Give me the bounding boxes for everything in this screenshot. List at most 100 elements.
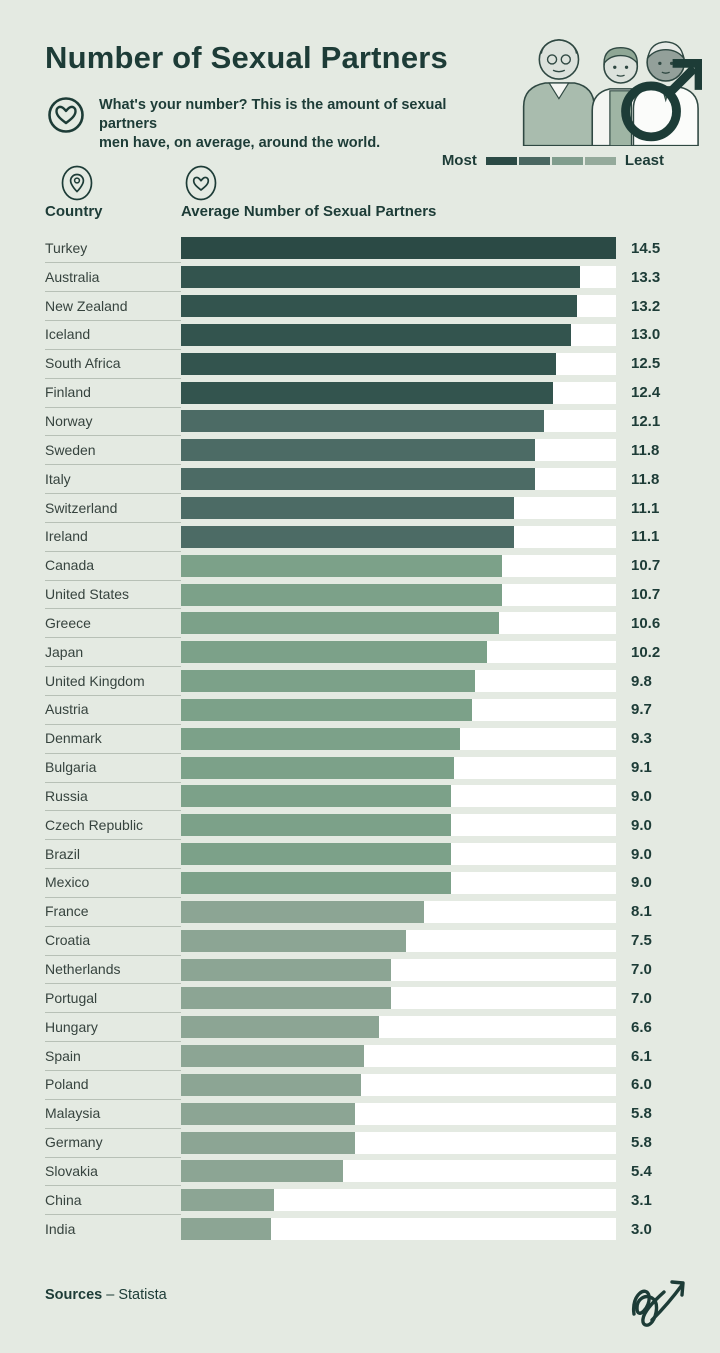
table-row: Austria 9.7 — [45, 696, 675, 725]
value-label: 9.0 — [631, 787, 652, 805]
bar-track — [181, 237, 616, 260]
value-label: 14.5 — [631, 239, 661, 257]
value-bar — [181, 987, 392, 1010]
value-label: 9.0 — [631, 874, 652, 892]
country-label: Poland — [45, 1070, 181, 1100]
value-bar — [181, 583, 502, 606]
table-row: Poland 6.0 — [45, 1070, 675, 1100]
value-bar — [181, 295, 577, 318]
bar-track — [181, 1045, 616, 1068]
legend-swatch — [485, 156, 517, 165]
value-label: 6.1 — [631, 1047, 652, 1065]
country-label: Austria — [45, 695, 181, 725]
country-label: Netherlands — [45, 955, 181, 985]
country-label: Slovakia — [45, 1157, 181, 1187]
country-label: Australia — [45, 262, 181, 293]
value-label: 11.1 — [631, 499, 660, 517]
value-label: 9.0 — [631, 845, 652, 863]
value-bar — [181, 900, 424, 923]
bar-track — [181, 698, 616, 721]
country-label: Turkey — [45, 234, 181, 264]
bar-track — [181, 1016, 616, 1039]
value-bar — [181, 670, 476, 693]
value-bar — [181, 1218, 271, 1241]
heart-icon — [185, 165, 217, 201]
table-row: Mexico 9.0 — [45, 869, 675, 898]
value-label: 7.5 — [631, 932, 652, 950]
three-men-illustration — [506, 18, 704, 147]
value-bar — [181, 727, 460, 750]
country-label: Norway — [45, 407, 181, 437]
table-row: United Kingdom 9.8 — [45, 667, 675, 696]
value-bar — [181, 814, 451, 837]
value-bar — [181, 1045, 364, 1068]
country-label: France — [45, 897, 181, 927]
legend-most-label: Most — [441, 152, 477, 169]
table-row: Netherlands 7.0 — [45, 955, 675, 985]
bar-track — [181, 352, 616, 375]
table-row: Turkey 14.5 — [45, 234, 675, 264]
legend-swatches — [485, 156, 616, 165]
value-label: 10.6 — [631, 614, 661, 632]
country-label: Ireland — [45, 522, 181, 552]
value-bar — [181, 525, 514, 548]
value-label: 5.8 — [631, 1134, 652, 1152]
bar-track — [181, 929, 616, 952]
table-row: India 3.0 — [45, 1215, 675, 1244]
bar-track — [181, 381, 616, 404]
value-bar — [181, 929, 406, 952]
value-label: 11.1 — [631, 528, 660, 546]
bar-track — [181, 670, 616, 693]
map-pin-icon — [61, 165, 93, 201]
table-row: Italy 11.8 — [45, 464, 675, 495]
value-label: 10.7 — [631, 557, 661, 575]
table-row: New Zealand 13.2 — [45, 292, 675, 322]
table-row: Switzerland 11.1 — [45, 494, 675, 523]
value-bar — [181, 698, 472, 721]
country-label: Iceland — [45, 320, 181, 350]
bar-track — [181, 612, 616, 635]
value-bar — [181, 871, 451, 894]
table-row: Denmark 9.3 — [45, 724, 675, 754]
value-label: 3.1 — [631, 1191, 652, 1209]
subtitle-line-1: What's your number? This is the amount o… — [99, 97, 447, 132]
bar-track — [181, 814, 616, 837]
country-label: China — [45, 1185, 181, 1216]
value-bar — [181, 410, 544, 433]
country-label: Japan — [45, 637, 181, 668]
value-bar — [181, 612, 499, 635]
table-row: Czech Republic 9.0 — [45, 810, 675, 841]
value-label: 13.3 — [631, 268, 661, 286]
country-label: Germany — [45, 1128, 181, 1158]
subtitle-text: What's your number? This is the amount o… — [99, 96, 499, 153]
value-label: 10.2 — [631, 643, 661, 661]
country-label: Portugal — [45, 983, 181, 1014]
bar-track — [181, 843, 616, 866]
value-label: 11.8 — [631, 470, 660, 488]
value-bar — [181, 497, 514, 520]
bar-track — [181, 295, 616, 318]
bar-track — [181, 410, 616, 433]
bar-track — [181, 1073, 616, 1096]
bar-track — [181, 266, 616, 289]
value-label: 12.5 — [631, 355, 661, 373]
country-label: Czech Republic — [45, 810, 181, 841]
table-row: China 3.1 — [45, 1185, 675, 1216]
table-row: Spain 6.1 — [45, 1042, 675, 1071]
value-bar — [181, 1102, 355, 1125]
table-row: Russia 9.0 — [45, 782, 675, 812]
value-label: 3.0 — [631, 1220, 652, 1238]
table-row: Croatia 7.5 — [45, 926, 675, 956]
value-label: 9.3 — [631, 730, 652, 748]
value-bar — [181, 785, 451, 808]
legend-least-label: Least — [624, 152, 664, 169]
country-label: Sweden — [45, 435, 181, 466]
bar-track — [181, 1131, 616, 1154]
country-label: Italy — [45, 464, 181, 495]
country-label: Croatia — [45, 926, 181, 956]
bar-track — [181, 439, 616, 462]
bar-track — [181, 554, 616, 577]
country-label: Greece — [45, 608, 181, 639]
bar-track — [181, 1218, 616, 1241]
country-label: Denmark — [45, 724, 181, 754]
